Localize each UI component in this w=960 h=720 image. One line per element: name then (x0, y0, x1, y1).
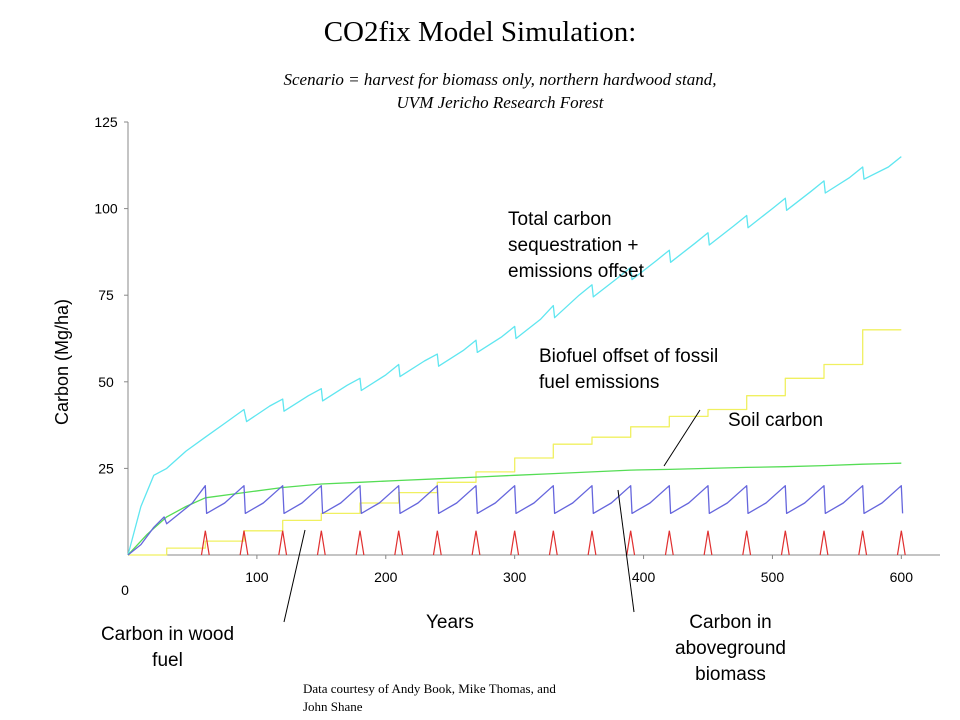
x-tick-label: 300 (503, 569, 527, 585)
soil-leader-line (663, 409, 701, 467)
total-annotation-line-2: sequestration + (508, 235, 639, 256)
soil-annotation: Soil carbon (728, 410, 824, 431)
x-tick-label: 500 (761, 569, 785, 585)
y-tick-label: 50 (98, 374, 114, 390)
y-tick-label: 25 (98, 460, 114, 476)
series-line-3 (127, 485, 904, 556)
x-axis-label: Years (426, 612, 474, 633)
x-tick-label: 400 (632, 569, 656, 585)
total-annotation-line-3: emissions offset (508, 261, 644, 282)
woodfuel-spike (858, 530, 868, 556)
x-tick-label: 200 (374, 569, 398, 585)
y-tick-label: 75 (98, 287, 114, 303)
woodfuel-spike (626, 530, 636, 556)
series-line-1 (128, 329, 902, 556)
woodfuel-spike (239, 530, 249, 556)
woodfuel-annotation-line-2: fuel (152, 650, 183, 671)
series-line-0 (127, 156, 902, 556)
total-annotation: Total carbon sequestration + emissions o… (508, 207, 644, 285)
woodfuel-spike (510, 530, 520, 556)
woodfuel-spike (394, 530, 404, 556)
woodfuel-spike (200, 530, 210, 556)
biomass-leader-line (617, 489, 635, 613)
biomass-annotation-line-2: aboveground (675, 638, 786, 659)
woodfuel-spike (703, 530, 713, 556)
biomass-annotation-line-1: Carbon in (689, 612, 772, 633)
woodfuel-spike (316, 530, 326, 556)
woodfuel-spike (548, 530, 558, 556)
biomass-annotation: Carbon in aboveground biomass (643, 610, 818, 688)
y-tick-label: 100 (94, 201, 118, 217)
woodfuel-spike (432, 530, 442, 556)
x-tick-label: 100 (245, 569, 269, 585)
total-annotation-line-1: Total carbon (508, 209, 612, 230)
chart-ticks: 125 100 75 50 25 100 200 300 400 500 600 0 (94, 114, 913, 598)
credit-line-1: Data courtesy of Andy Book, Mike Thomas,… (303, 681, 556, 696)
woodfuel-spike (278, 530, 288, 556)
chart-series (127, 156, 906, 556)
x-tick-label-zero: 0 (121, 582, 129, 598)
annotation-leaders (283, 409, 701, 623)
woodfuel-spike (819, 530, 829, 556)
chart-subtitle: Scenario = harvest for biomass only, nor… (200, 68, 800, 114)
credit-line-2: John Shane (303, 699, 363, 714)
chart-title: CO2fix Model Simulation: (323, 16, 637, 48)
series-line-2 (127, 462, 902, 556)
data-credit: Data courtesy of Andy Book, Mike Thomas,… (303, 680, 633, 716)
chart-axes (127, 122, 940, 556)
biofuel-annotation-line-2: fuel emissions (539, 372, 660, 393)
woodfuel-spike (742, 530, 752, 556)
biomass-annotation-line-3: biomass (695, 664, 766, 685)
woodfuel-annotation-line-1: Carbon in wood (100, 624, 235, 645)
woodfuel-spike (355, 530, 365, 556)
biofuel-annotation: Biofuel offset of fossil fuel emissions (539, 344, 718, 396)
y-tick-label: 125 (94, 114, 118, 130)
woodfuel-spike (780, 530, 790, 556)
woodfuel-annotation: Carbon in wood fuel (80, 622, 255, 674)
woodfuel-spike (664, 530, 674, 556)
y-axis-label: Carbon (Mg/ha) (52, 299, 72, 425)
woodfuel-series (200, 530, 906, 556)
woodfuel-leader-line (283, 529, 306, 623)
woodfuel-spike (471, 530, 481, 556)
subtitle-line-1: Scenario = harvest for biomass only, nor… (283, 70, 717, 89)
x-tick-label: 600 (890, 569, 914, 585)
biofuel-annotation-line-1: Biofuel offset of fossil (539, 346, 719, 367)
woodfuel-spike (896, 530, 906, 556)
subtitle-line-2: UVM Jericho Research Forest (396, 93, 604, 112)
woodfuel-spike (587, 530, 597, 556)
